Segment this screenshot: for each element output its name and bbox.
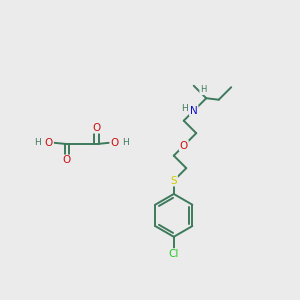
Text: S: S (170, 176, 177, 186)
Text: O: O (110, 138, 118, 148)
Text: H: H (181, 104, 188, 113)
Text: H: H (34, 138, 41, 147)
Text: O: O (63, 155, 71, 165)
Text: O: O (45, 138, 53, 148)
Text: H: H (122, 138, 129, 147)
Text: O: O (180, 141, 188, 151)
Text: H: H (200, 85, 206, 94)
Text: O: O (92, 123, 101, 133)
Text: N: N (190, 106, 198, 116)
Text: Cl: Cl (169, 249, 179, 259)
